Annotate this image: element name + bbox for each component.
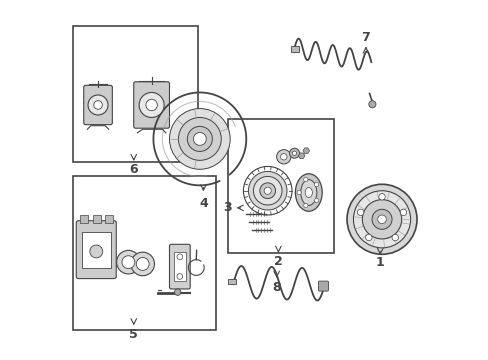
FancyBboxPatch shape [169, 244, 190, 289]
Circle shape [248, 171, 286, 210]
Bar [93, 215, 101, 223]
Circle shape [378, 194, 385, 200]
Text: 5: 5 [129, 328, 138, 341]
Bar [228, 279, 236, 284]
Circle shape [174, 289, 181, 296]
Ellipse shape [305, 188, 312, 198]
Circle shape [353, 191, 410, 248]
Circle shape [145, 99, 157, 111]
FancyBboxPatch shape [76, 221, 116, 279]
Bar [82, 232, 110, 267]
Circle shape [314, 183, 318, 187]
Circle shape [276, 150, 290, 164]
Circle shape [296, 190, 301, 195]
Circle shape [116, 250, 140, 274]
Text: 2: 2 [273, 255, 282, 268]
Circle shape [259, 183, 275, 199]
Bar [80, 215, 88, 223]
Circle shape [131, 252, 154, 276]
Circle shape [94, 101, 102, 109]
Circle shape [368, 101, 375, 108]
Circle shape [177, 274, 183, 279]
Polygon shape [298, 153, 304, 158]
Circle shape [187, 126, 212, 152]
Circle shape [253, 176, 282, 205]
Circle shape [280, 154, 286, 160]
Circle shape [303, 177, 307, 182]
Bar [105, 215, 113, 223]
Circle shape [314, 198, 318, 203]
Circle shape [169, 109, 230, 169]
Ellipse shape [300, 180, 316, 205]
Text: 7: 7 [361, 31, 369, 44]
Text: 6: 6 [129, 163, 138, 176]
Circle shape [377, 215, 386, 224]
Bar [290, 46, 298, 52]
Circle shape [365, 234, 371, 241]
Circle shape [136, 257, 149, 270]
Circle shape [178, 117, 221, 160]
Circle shape [264, 187, 271, 194]
Circle shape [177, 254, 183, 260]
Text: 4: 4 [199, 197, 207, 210]
Text: 1: 1 [375, 256, 384, 269]
Text: 3: 3 [223, 201, 231, 214]
FancyBboxPatch shape [318, 281, 328, 291]
Bar [228, 119, 333, 253]
Circle shape [303, 203, 307, 208]
Circle shape [90, 245, 102, 258]
Circle shape [193, 132, 206, 145]
Circle shape [292, 151, 296, 156]
Bar [73, 176, 216, 330]
Text: 8: 8 [272, 281, 281, 294]
Bar [174, 252, 185, 281]
Polygon shape [303, 148, 309, 153]
Circle shape [122, 256, 135, 269]
FancyBboxPatch shape [134, 82, 169, 128]
Circle shape [289, 148, 299, 158]
Circle shape [399, 209, 406, 216]
Circle shape [357, 209, 363, 216]
FancyBboxPatch shape [83, 85, 112, 125]
Ellipse shape [295, 174, 322, 211]
Circle shape [391, 234, 398, 241]
Circle shape [346, 184, 416, 254]
Circle shape [88, 95, 108, 115]
Circle shape [139, 93, 164, 117]
Circle shape [371, 209, 391, 229]
Bar [73, 26, 198, 162]
Circle shape [362, 200, 401, 239]
